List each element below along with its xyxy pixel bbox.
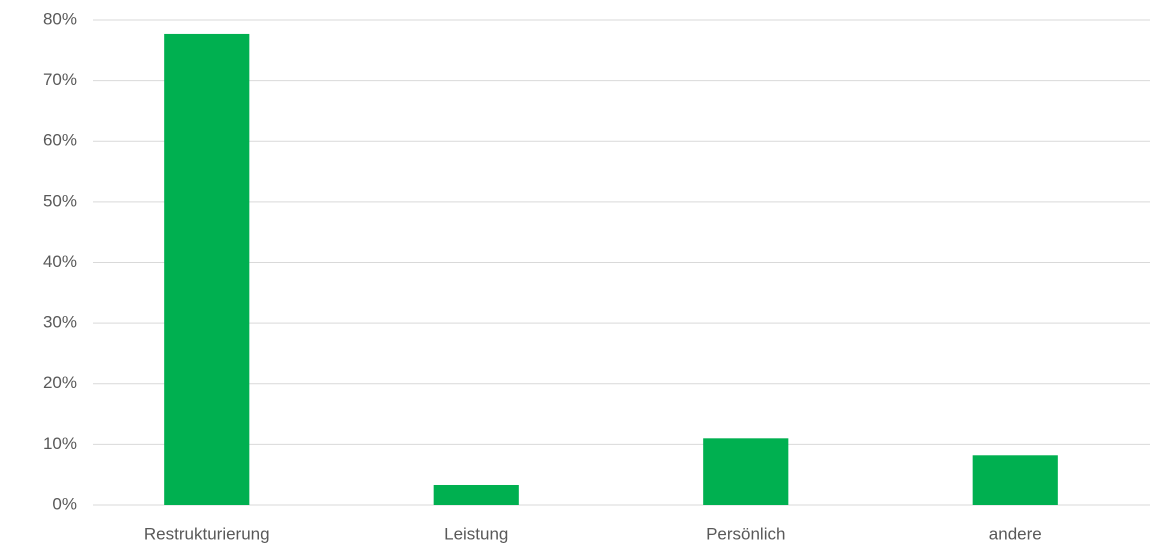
y-tick-label: 10% [43, 434, 77, 453]
bar [164, 33, 250, 505]
bar [972, 455, 1058, 505]
y-tick-label: 50% [43, 191, 77, 210]
y-tick-label: 20% [43, 373, 77, 392]
y-tick-label: 70% [43, 70, 77, 89]
y-tick-label: 30% [43, 313, 77, 332]
bar [703, 438, 789, 505]
y-tick-label: 80% [43, 9, 77, 28]
y-tick-label: 60% [43, 131, 77, 150]
x-tick-label: Restrukturierung [144, 524, 270, 543]
y-tick-label: 40% [43, 252, 77, 271]
y-tick-label: 0% [52, 494, 77, 513]
x-tick-label: andere [989, 524, 1042, 543]
bar [433, 484, 519, 505]
x-tick-label: Persönlich [706, 524, 785, 543]
x-tick-label: Leistung [444, 524, 508, 543]
